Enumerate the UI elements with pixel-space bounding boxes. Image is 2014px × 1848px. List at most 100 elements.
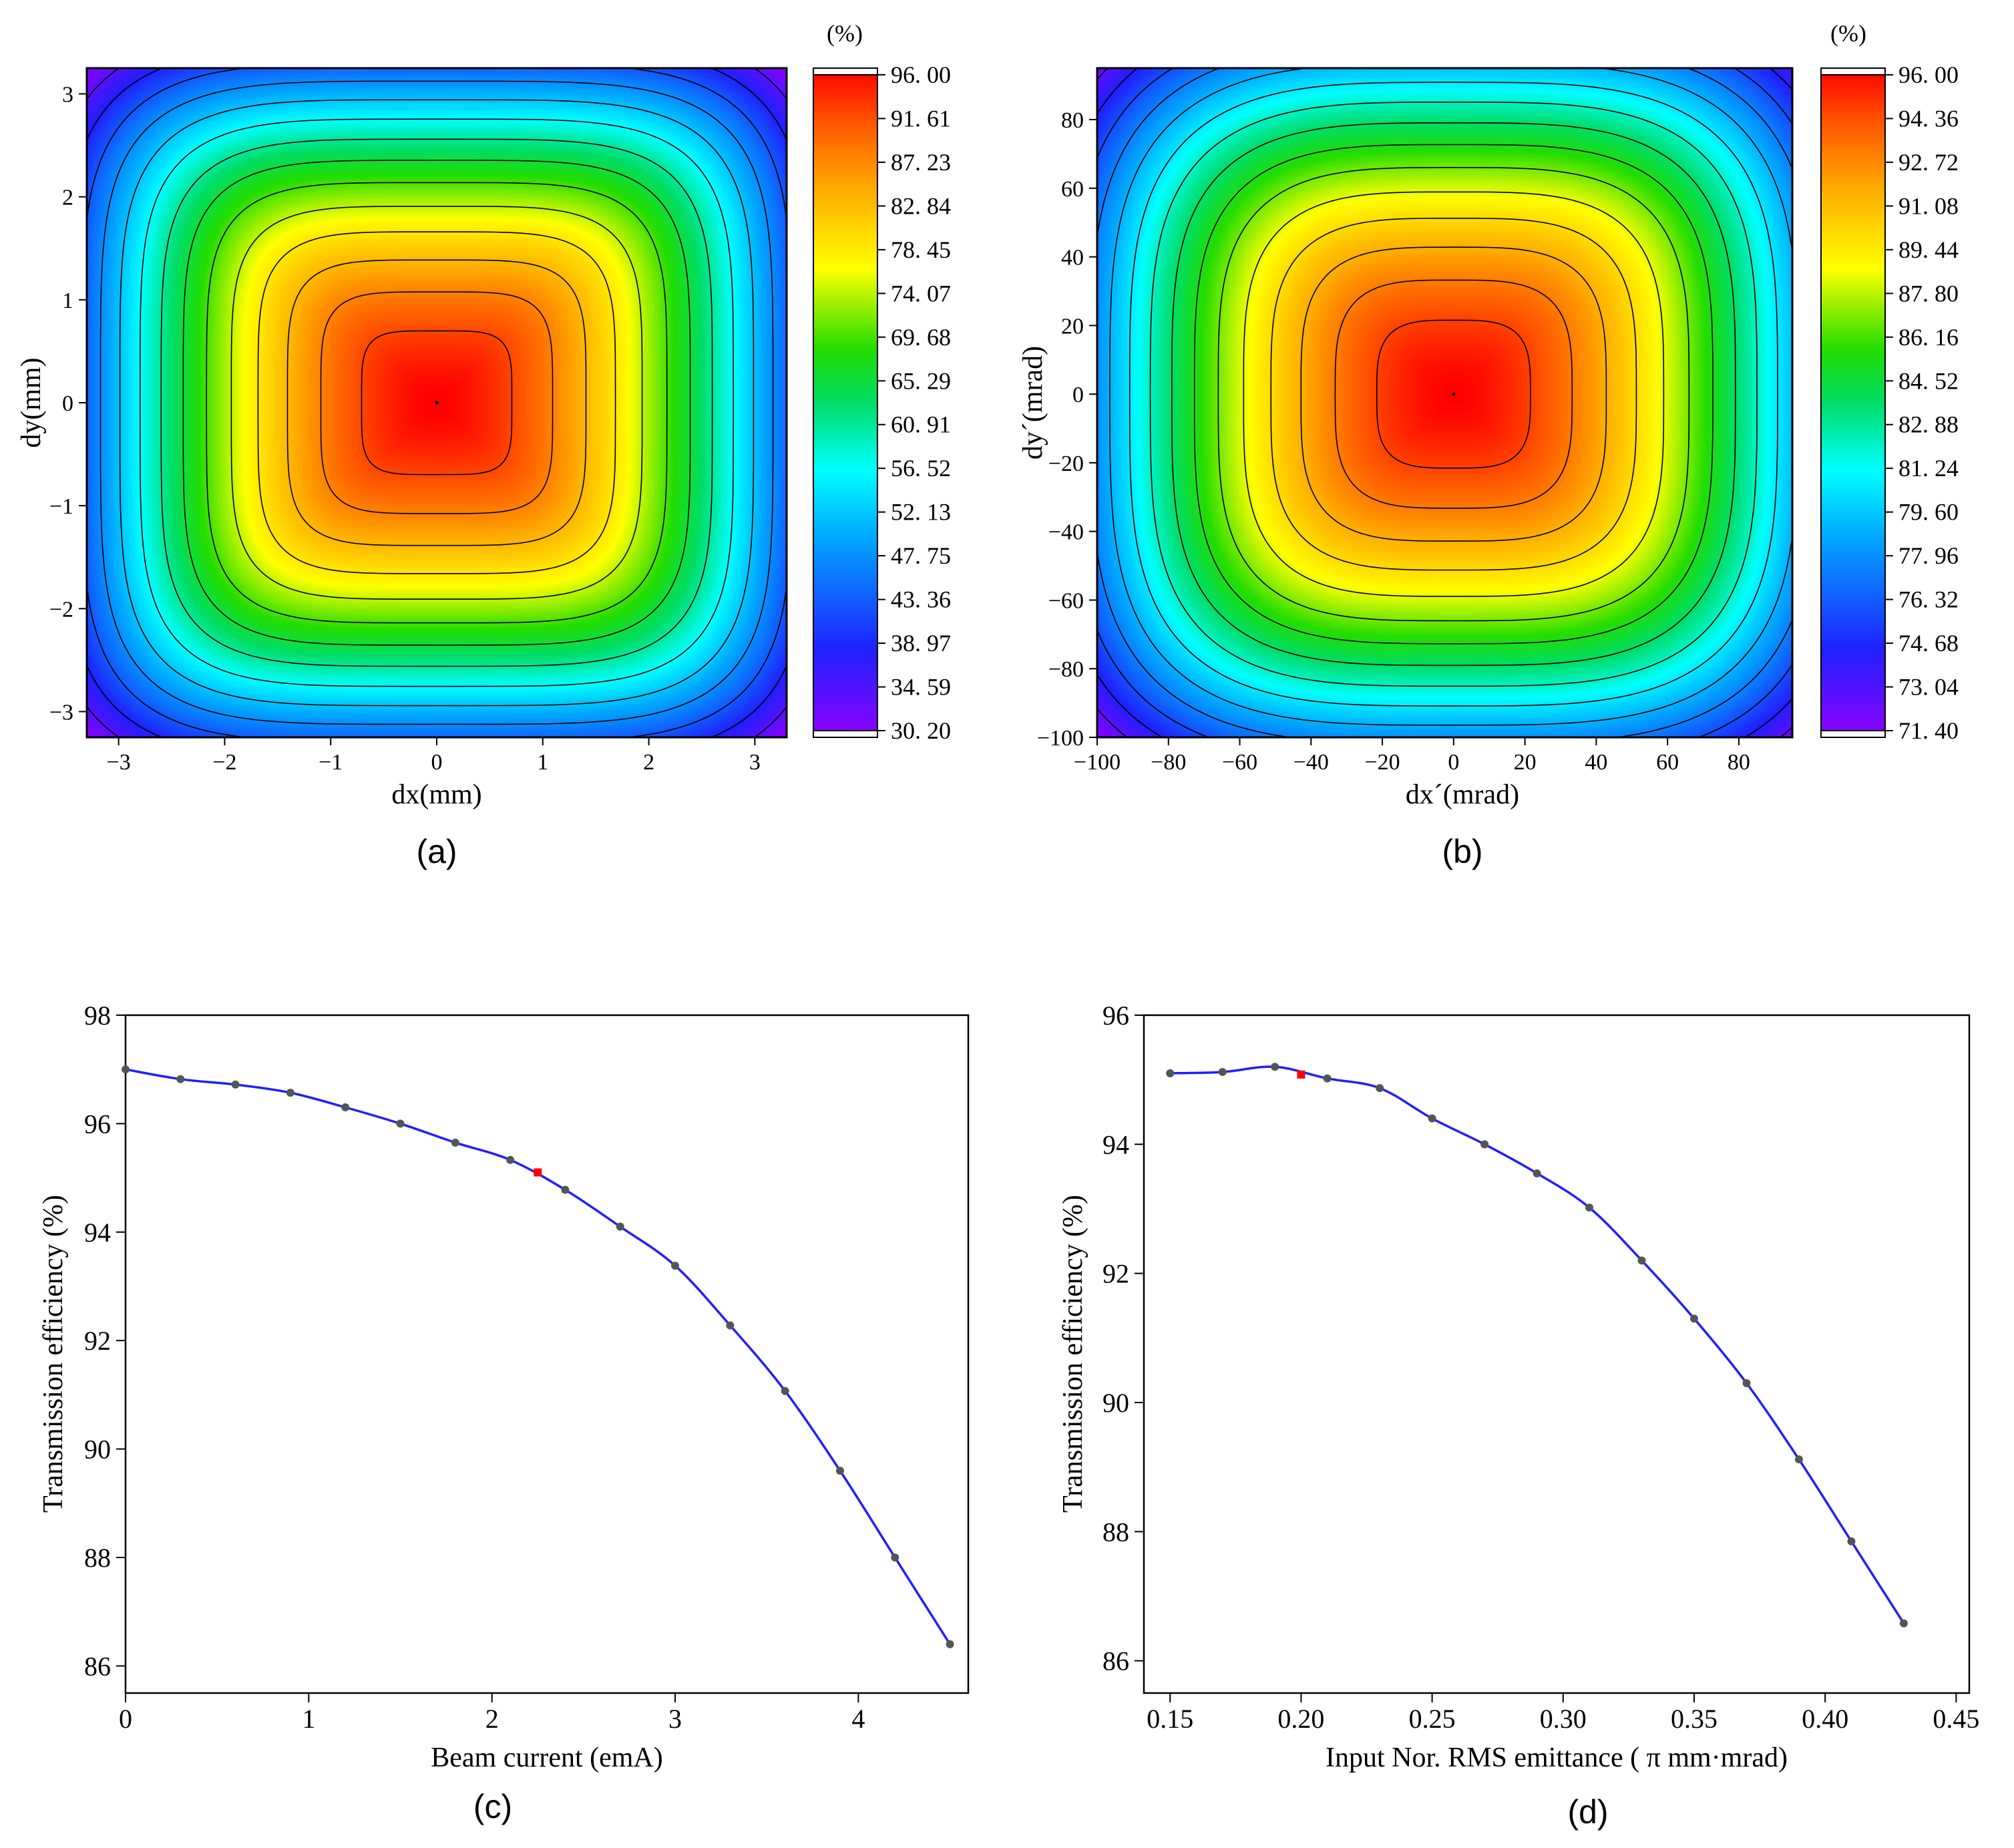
- x-tick-label: 0.45: [1933, 1704, 1979, 1734]
- panel-b-caption: (b): [1442, 833, 1482, 870]
- data-point: [1794, 1455, 1803, 1464]
- x-tick-label: −3: [107, 750, 131, 775]
- x-tick-label: 0.15: [1147, 1704, 1193, 1734]
- panel-c-ylabel: Transmission efficiency (%): [38, 1195, 69, 1513]
- data-point: [946, 1640, 954, 1648]
- contour-line: [286, 259, 587, 546]
- x-tick-label: −40: [1293, 750, 1329, 775]
- y-tick-label: −60: [1048, 588, 1084, 613]
- panel-a-colorbar-cap-bottom: [813, 730, 878, 738]
- colorbar-tick-label: 87. 23: [891, 149, 951, 176]
- contour-line: [1270, 218, 1637, 571]
- y-tick-label: 80: [1061, 108, 1084, 133]
- panel-a-cb-unit: (%): [827, 20, 863, 47]
- x-tick-label: −80: [1151, 750, 1186, 775]
- y-tick-label: −80: [1048, 657, 1084, 682]
- data-point: [341, 1103, 350, 1112]
- y-tick-label: 90: [1102, 1388, 1129, 1418]
- colorbar-tick-label: 56. 52: [891, 455, 951, 482]
- center-marker: [1452, 392, 1456, 396]
- colorbar-tick-label: 65. 29: [891, 367, 951, 394]
- contour-line: [1097, 68, 1792, 737]
- contour-line: [1193, 144, 1714, 644]
- data-point: [891, 1553, 899, 1561]
- colorbar-tick-label: 81. 24: [1898, 455, 1959, 482]
- x-tick-label: 0.20: [1277, 1704, 1324, 1734]
- y-tick-label: 40: [1061, 246, 1084, 270]
- x-tick-label: −100: [1074, 750, 1121, 775]
- panel-c: 0 1 2 3 4 86 88 90 92 94 96 98 Beam current (emA) T…: [38, 1000, 970, 1825]
- contour-line: [1300, 246, 1607, 542]
- panel-a-caption: (a): [416, 833, 457, 870]
- y-tick-label: −3: [49, 700, 73, 725]
- x-tick-label: 1: [537, 750, 548, 775]
- panel-d-xlabel: Input Nor. RMS emittance ( π mm·mrad): [1326, 1742, 1788, 1773]
- x-tick-label: 0.25: [1409, 1704, 1456, 1734]
- x-tick-label: 4: [851, 1704, 865, 1734]
- colorbar-tick-label: 94. 36: [1898, 105, 1959, 132]
- x-tick-label: −2: [212, 750, 236, 775]
- data-point: [231, 1080, 240, 1089]
- y-tick-label: 20: [1061, 314, 1084, 339]
- panel-b-ylabel: dy´(mrad): [1018, 346, 1048, 459]
- panel-a-ticks: −3 −2 −1 0 1 2 3 −3 −2 −1 0 1 2 3: [49, 83, 761, 775]
- y-tick-label: 2: [62, 186, 73, 210]
- panel-b-colorbar-cap-bottom: [1820, 730, 1886, 738]
- colorbar-tick-label: 76. 32: [1898, 586, 1959, 613]
- panel-b-xlabel: dx´(mrad): [1406, 779, 1519, 810]
- x-tick-label: 80: [1728, 750, 1750, 775]
- panel-a-contours: [87, 68, 787, 737]
- panel-c-caption: (c): [473, 1788, 512, 1825]
- y-tick-label: 92: [84, 1326, 111, 1356]
- panel-d-caption: (d): [1567, 1793, 1608, 1831]
- y-tick-label: 90: [84, 1435, 111, 1465]
- x-tick-label: 3: [668, 1704, 682, 1734]
- panel-a-xlabel: dx(mm): [391, 779, 481, 810]
- data-point: [835, 1467, 844, 1475]
- y-tick-label: −40: [1048, 520, 1084, 545]
- panel-b-ticks: −100 −80 −60 −40 −20 0 20 40 60 80 −100 −80 −60 −40 −2…: [1037, 108, 1750, 775]
- colorbar-tick-label: 69. 68: [891, 324, 951, 351]
- data-point: [1585, 1204, 1594, 1212]
- contour-line: [1109, 68, 1792, 726]
- y-tick-label: 86: [84, 1651, 111, 1681]
- colorbar-tick-label: 96. 00: [891, 61, 951, 88]
- y-tick-label: 92: [1102, 1259, 1129, 1289]
- x-tick-label: 2: [643, 750, 654, 775]
- panel-d-ticks: 0.15 0.20 0.25 0.30 0.35 0.40 0.45 86 88 90 92 94 96: [1102, 1000, 1979, 1734]
- x-tick-label: 0.35: [1671, 1704, 1718, 1734]
- data-point: [1166, 1069, 1175, 1077]
- panel-d-ylabel: Transmission efficiency (%): [1058, 1195, 1088, 1513]
- panel-b-heatmap-image: [1097, 68, 1792, 737]
- x-tick-label: 3: [749, 750, 761, 775]
- contour-line: [139, 118, 735, 687]
- x-tick-label: −20: [1364, 750, 1400, 775]
- colorbar-tick-label: 43. 36: [891, 586, 951, 613]
- panel-b-colorbar: 96. 00 94. 36 92. 72 91. 08 89. 44 87. 80 86. …: [1820, 61, 1959, 744]
- contour-line: [87, 68, 787, 737]
- panel-d-points: [1166, 1063, 1908, 1628]
- contour-line: [1334, 279, 1573, 509]
- panel-c-points: [122, 1065, 954, 1648]
- data-point: [1533, 1169, 1541, 1177]
- panel-a-ylabel: dy(mm): [16, 357, 47, 447]
- colorbar-tick-label: 73. 04: [1898, 674, 1959, 701]
- data-point: [781, 1387, 789, 1395]
- colorbar-tick-label: 87. 80: [1898, 280, 1959, 307]
- data-point: [1637, 1256, 1646, 1265]
- contour-line: [1217, 166, 1690, 622]
- panel-d-frame: [1143, 1014, 1971, 1694]
- colorbar-tick-label: 71. 40: [1898, 717, 1959, 744]
- data-point: [1690, 1314, 1698, 1323]
- colorbar-tick-label: 60. 91: [891, 411, 951, 438]
- x-tick-label: −1: [319, 750, 343, 775]
- colorbar-tick-label: 78. 45: [891, 236, 951, 263]
- contour-line: [182, 160, 691, 646]
- contour-line: [1171, 122, 1736, 667]
- contour-line: [119, 99, 755, 707]
- y-tick-label: −100: [1037, 726, 1084, 751]
- y-tick-label: 1: [62, 289, 73, 313]
- colorbar-tick-label: 86. 16: [1898, 324, 1959, 351]
- x-tick-label: 0: [119, 1704, 132, 1734]
